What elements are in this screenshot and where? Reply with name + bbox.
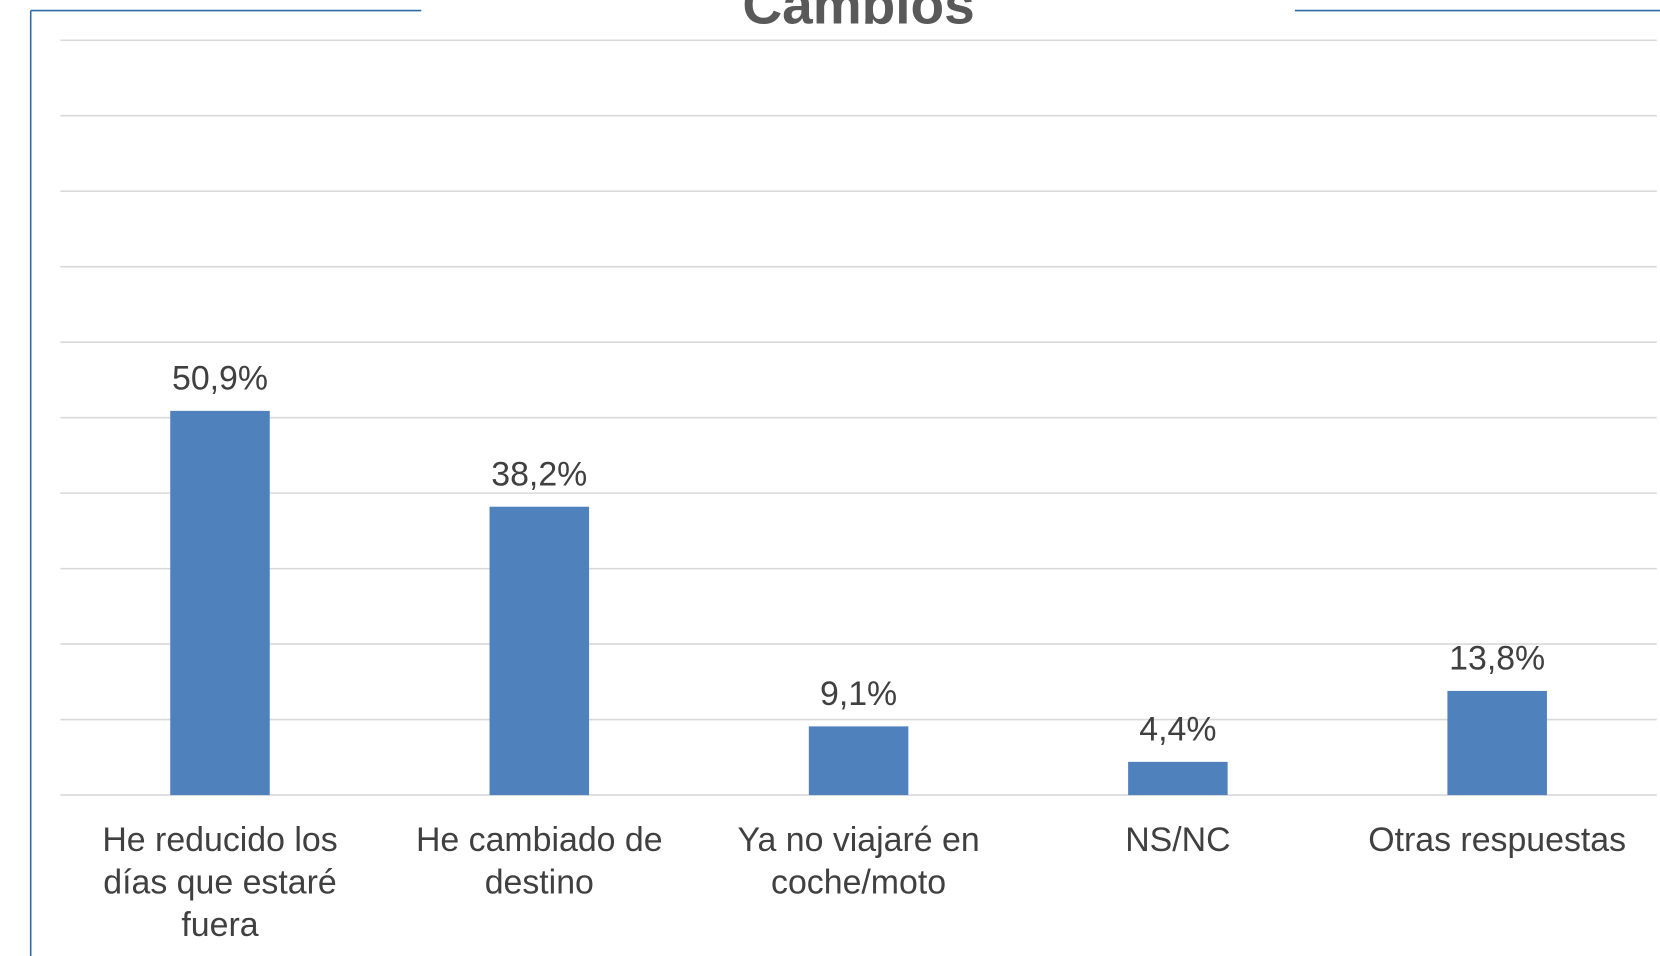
data-label: 9,1% [820, 675, 897, 713]
grid [60, 39, 1657, 796]
label-line: He cambiado de [416, 821, 663, 859]
label-line: fuera [181, 906, 258, 944]
data-label: 38,2% [491, 456, 587, 494]
chart-title: Cambios [742, 0, 974, 35]
bar [489, 506, 590, 796]
x-tick-label: He cambiado de destino [416, 821, 663, 901]
label-line: He reducido los [102, 821, 337, 859]
bar [1128, 761, 1228, 796]
x-tick-label: Ya no viajaré en coche/moto [737, 821, 979, 901]
bar [170, 410, 270, 796]
data-label: 13,8% [1449, 640, 1545, 678]
bar [1447, 690, 1547, 796]
bar [808, 726, 909, 796]
label-line: Otras respuestas [1368, 821, 1626, 859]
label-line: Ya no viajaré en [737, 821, 979, 859]
label-line: NS/NC [1125, 821, 1230, 859]
label-line: días que estaré [103, 864, 336, 902]
title-box [421, 0, 1295, 39]
marks: He reducido los días que estaré fuera 50,9%… [102, 360, 1626, 944]
x-tick-label: NS/NC [1125, 821, 1230, 859]
label-line: coche/moto [771, 864, 946, 902]
data-label: 4,4% [1139, 711, 1216, 749]
x-tick-label: He reducido los días que estaré fuera [102, 821, 337, 944]
x-tick-label: Otras respuestas [1368, 821, 1626, 859]
label-line: destino [485, 864, 594, 902]
data-label: 50,9% [172, 360, 268, 398]
